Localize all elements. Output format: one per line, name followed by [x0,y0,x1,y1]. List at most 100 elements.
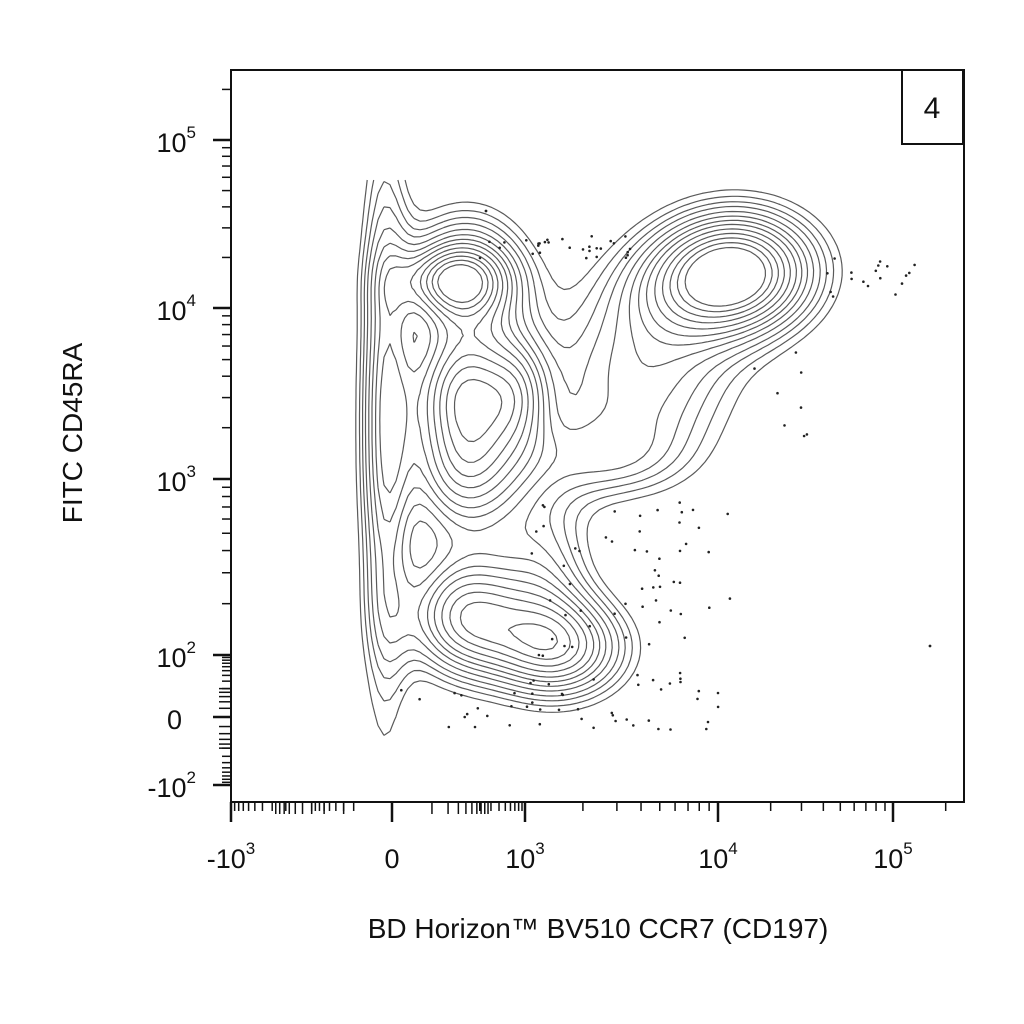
event-dot [669,609,673,612]
y-tick-base: 10 [156,467,186,497]
event-dot [691,508,695,512]
event-dot [658,620,661,624]
event-dot [862,280,865,284]
event-dot [531,692,534,695]
event-dot [716,705,720,709]
event-dot [679,677,682,680]
event-dot [637,683,640,687]
event-dot [886,265,889,268]
y-tick-base: 10 [156,296,186,326]
y-axis-minor-ticks [219,88,231,784]
y-tick-label: 102 [156,638,196,673]
event-dot [799,406,803,409]
event-dot [794,351,798,354]
event-dot [799,371,803,374]
event-dot [460,694,463,697]
event-dot [525,705,529,708]
contour-level [355,179,843,736]
event-dot [588,245,591,248]
event-dot [753,367,756,370]
event-dot [904,274,908,277]
event-dot [656,508,659,512]
event-dot [705,727,708,731]
event-dots [400,209,932,731]
event-dot [633,548,637,552]
contour-level [425,237,779,660]
x-tick-base: -10 [207,844,246,874]
y-axis-title: FITC CD45RA [57,342,88,523]
event-dot [850,271,853,274]
contour-level [419,232,785,667]
event-dot [400,688,403,692]
y-tick-label: 103 [156,462,196,497]
event-dot [638,514,642,518]
event-dot [611,714,615,717]
event-dot [465,712,469,716]
event-dot [850,277,853,281]
contour-level [375,219,803,683]
event-dot [548,599,552,602]
event-dot [626,253,629,257]
event-dot [531,252,534,256]
event-dot [543,240,547,244]
y-tick-label: 105 [156,123,196,158]
event-dot [488,240,491,244]
y-tick-base: -10 [148,773,187,803]
event-dot [478,256,482,260]
x-tick-exponent: 4 [728,839,737,858]
event-dot [826,272,829,275]
event-dot [581,248,585,251]
contour-level [379,223,797,678]
x-tick-label: 103 [505,839,545,874]
event-dot [625,718,628,721]
event-dot [592,726,595,730]
contour-lines [355,179,843,736]
x-tick-base: 0 [384,844,399,874]
event-dot [833,257,836,260]
y-tick-label: 0 [167,705,182,735]
event-dot [599,247,603,250]
event-dot [726,512,729,516]
event-dot [894,293,897,296]
x-tick-label: -103 [207,839,256,874]
x-tick-label: 0 [384,844,399,874]
event-dot [613,612,616,615]
event-dot [657,574,660,577]
event-dot [476,707,480,710]
event-dot [557,708,561,712]
event-dot [697,526,701,530]
event-dot [590,235,593,238]
event-dot [678,501,681,504]
event-dot [585,256,588,260]
event-dot [624,636,628,639]
x-tick-label: 105 [873,839,913,874]
event-dot [707,550,710,554]
event-dot [680,510,684,514]
event-dot [529,681,532,685]
event-dot [658,585,662,589]
event-dot [679,680,682,684]
event-dot [447,725,451,729]
event-dot [697,689,701,693]
x-tick-label: 104 [698,839,738,874]
event-dot [418,697,421,701]
event-dot [874,269,878,273]
panel-label-box: 4 [901,69,964,145]
y-tick-base: 10 [156,128,186,158]
y-tick-exponent: 2 [187,638,196,657]
event-dot [576,707,580,711]
event-dot [604,536,608,539]
event-dot [588,249,591,253]
event-dot [652,586,655,589]
event-dot [595,255,598,259]
panel-label: 4 [924,92,941,125]
event-dot [878,260,882,263]
event-dot [877,264,880,267]
x-tick-exponent: 3 [535,839,544,858]
event-dot [542,524,545,528]
event-dot [543,505,546,509]
y-tick-label: -102 [148,768,197,803]
contour-level [362,180,828,702]
event-dot [802,434,806,438]
event-dot [624,602,627,606]
